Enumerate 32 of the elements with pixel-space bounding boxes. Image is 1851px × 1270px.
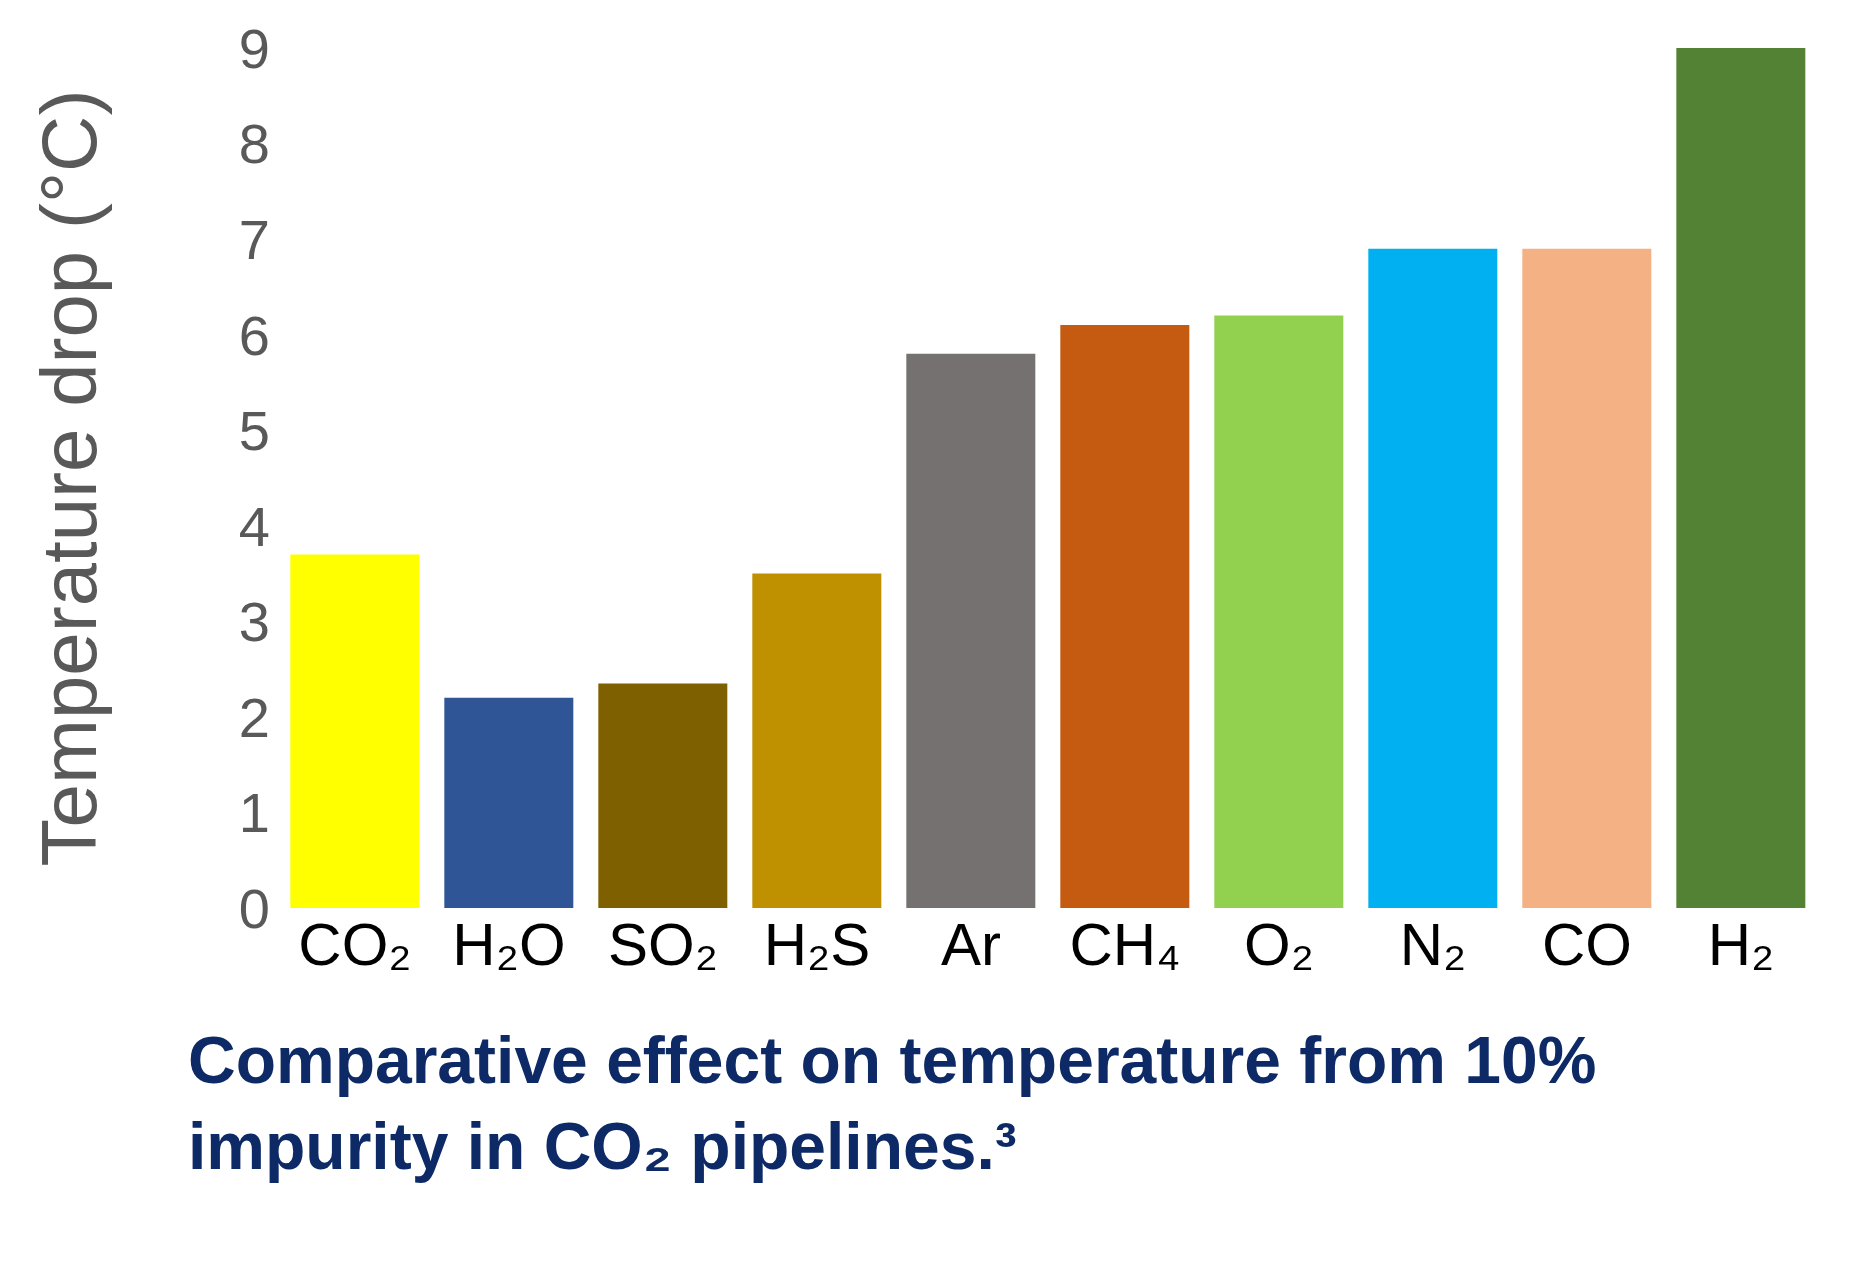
bar bbox=[1368, 248, 1498, 908]
x-tick-label: CH₄ bbox=[1069, 910, 1181, 978]
bar bbox=[1060, 325, 1190, 908]
x-tick-label: CO₂ bbox=[298, 910, 412, 978]
x-tick-label: H₂S bbox=[763, 910, 871, 978]
x-tick-label: Ar bbox=[941, 910, 1001, 978]
x-tick-label: O₂ bbox=[1244, 910, 1314, 978]
x-tick-label: CO bbox=[1542, 910, 1632, 978]
bar bbox=[752, 573, 882, 908]
y-tick-label: 4 bbox=[238, 494, 270, 558]
bar bbox=[290, 554, 420, 908]
bar bbox=[598, 683, 728, 908]
y-tick-label: 0 bbox=[238, 876, 270, 940]
text: Comparative effect on temperature from 10% impurity in CO₂ pipelines.³ bbox=[188, 1022, 1598, 1185]
bar bbox=[1676, 48, 1806, 908]
x-tick-label: SO₂ bbox=[608, 910, 718, 978]
y-tick-label: 2 bbox=[238, 685, 270, 749]
bar bbox=[444, 697, 574, 908]
y-tick-label: 8 bbox=[238, 112, 270, 176]
y-tick-label: 9 bbox=[238, 16, 270, 80]
bar bbox=[1214, 315, 1344, 908]
y-tick-label: 1 bbox=[238, 781, 270, 845]
x-tick-label: H₂O bbox=[452, 910, 566, 978]
y-tick-label: 5 bbox=[238, 399, 270, 463]
bar bbox=[1522, 248, 1652, 908]
x-tick-label: H₂ bbox=[1707, 910, 1775, 978]
y-axis-title: Temperature drop (°C) bbox=[24, 89, 113, 867]
x-tick-label: N₂ bbox=[1399, 910, 1467, 978]
bar bbox=[906, 353, 1036, 908]
y-tick-label: 3 bbox=[238, 590, 270, 654]
y-tick-label: 7 bbox=[238, 207, 270, 271]
y-tick-label: 6 bbox=[238, 303, 270, 367]
